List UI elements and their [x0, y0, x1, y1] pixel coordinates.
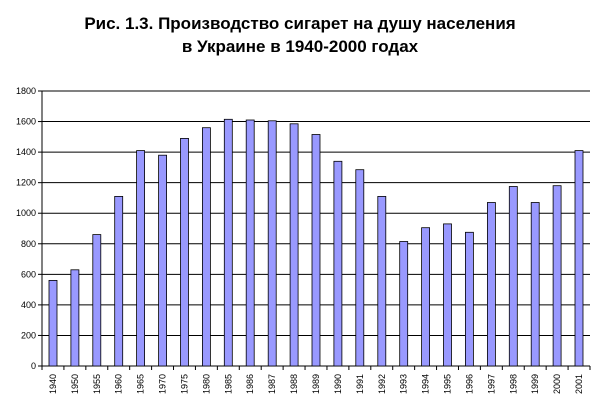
x-tick-label-1960: 1960 [114, 374, 124, 394]
bar-1995 [443, 223, 452, 367]
chart-title-line-1: Рис. 1.3. Производство сигарет на душу н… [84, 14, 516, 33]
x-tick-label-2000: 2000 [552, 374, 562, 394]
y-tick-label: 1000 [16, 208, 36, 218]
bar-1994 [421, 227, 431, 367]
bar-1990 [333, 160, 343, 367]
bar-1996 [464, 231, 474, 367]
y-axis-tick-labels: 0 200 400 600 800 1000 1200 1400 1600 1800 [16, 86, 36, 371]
y-tick-label: 200 [21, 330, 36, 340]
bar-1989 [311, 134, 321, 367]
x-tick-label-2001: 2001 [574, 374, 584, 394]
x-tick-label-1992: 1992 [377, 374, 387, 394]
bar-1955 [92, 234, 102, 367]
bar-1987 [267, 120, 277, 367]
x-tick-label-1975: 1975 [179, 374, 189, 394]
bar-1980 [201, 127, 211, 367]
bar-1992 [377, 195, 387, 367]
y-tick-label: 1800 [16, 86, 36, 96]
bar-1970 [158, 154, 168, 367]
y-tick-label: 400 [21, 300, 36, 310]
bar-2001 [574, 150, 584, 367]
x-tick-label-1950: 1950 [70, 374, 80, 394]
x-tick-label-1995: 1995 [443, 374, 453, 394]
x-tick-label-1991: 1991 [355, 374, 365, 394]
chart-title: Рис. 1.3. Производство сигарет на душу н… [0, 12, 600, 58]
x-axis-tick-labels: 1940 1950 1955 1960 1965 1970 1975 1980 1985 1986… [48, 374, 584, 394]
bar-1975 [180, 137, 189, 367]
bar-1993 [399, 241, 409, 367]
x-tick-label-1998: 1998 [508, 374, 518, 394]
bar-1986 [245, 119, 255, 367]
bar-1940 [48, 279, 58, 367]
x-tick-label-1940: 1940 [48, 374, 58, 394]
bar-1960 [114, 195, 124, 367]
bar-1998 [508, 186, 518, 367]
x-tick-label-1986: 1986 [245, 374, 255, 394]
x-tick-label-1980: 1980 [201, 374, 211, 394]
bar-1997 [486, 202, 496, 367]
chart-title-line-2: в Украине в 1940-2000 годах [181, 37, 419, 56]
x-tick-label-1985: 1985 [223, 374, 233, 394]
x-tick-label-1988: 1988 [289, 374, 299, 394]
x-tick-label-1994: 1994 [421, 374, 431, 394]
bars [48, 118, 584, 367]
x-tick-label-1987: 1987 [267, 374, 277, 394]
x-tick-label-1997: 1997 [486, 374, 496, 394]
x-tick-label-1999: 1999 [530, 374, 540, 394]
x-tick-label-1989: 1989 [311, 374, 321, 394]
x-tick-label-1993: 1993 [399, 374, 409, 394]
bar-1999 [530, 202, 540, 367]
x-tick-label-1990: 1990 [333, 374, 343, 394]
y-tick-label: 1600 [16, 117, 36, 127]
y-tick-label: 0 [31, 361, 36, 371]
x-tick-label-1965: 1965 [136, 374, 146, 394]
y-tick-label: 600 [21, 269, 36, 279]
y-tick-label: 1200 [16, 178, 36, 188]
x-tick-label-1970: 1970 [158, 374, 168, 394]
bar-1950 [70, 269, 80, 367]
bar-1988 [289, 123, 299, 367]
x-tick-label-1996: 1996 [464, 374, 474, 394]
bar-2000 [552, 185, 562, 367]
y-tick-label: 800 [21, 239, 36, 249]
bar-1985 [223, 118, 233, 367]
y-tick-label: 1400 [16, 147, 36, 157]
bar-1965 [136, 150, 146, 367]
bar-1991 [355, 169, 365, 367]
x-tick-label-1955: 1955 [92, 374, 102, 394]
